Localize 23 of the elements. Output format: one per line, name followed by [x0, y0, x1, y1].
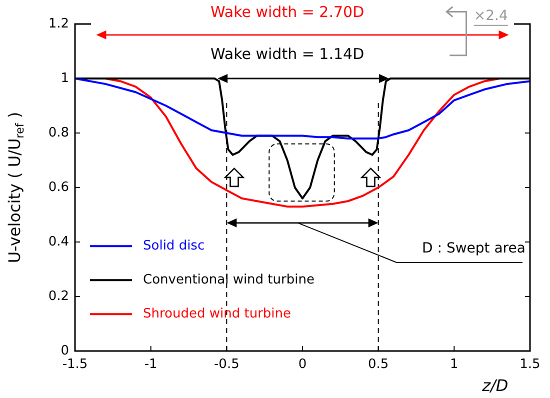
- legend-label: Shrouded wind turbine: [143, 306, 292, 322]
- x-tick-label: 1.5: [520, 357, 540, 372]
- x-tick-label: -0.5: [214, 357, 240, 372]
- x-tick-label: -1: [144, 357, 158, 372]
- x-tick-label: 0: [298, 357, 307, 372]
- y-axis-title: U-velocity ( U/Uref ): [5, 112, 27, 264]
- annotation: Wake width = 1.14D: [210, 45, 364, 64]
- y-tick-label: 0.8: [48, 125, 69, 140]
- annotation: ×2.4: [474, 8, 508, 24]
- annotation: D : Swept area: [422, 240, 526, 256]
- x-tick-label: 0.5: [368, 357, 389, 372]
- y-tick-label: 1: [60, 70, 69, 86]
- y-tick-label: 0: [60, 343, 69, 358]
- y-tick-label: 1.2: [48, 16, 69, 32]
- y-tick-label: 0.6: [48, 180, 69, 195]
- x-tick-label: -1.5: [62, 357, 88, 372]
- y-tick-label: 0.4: [48, 234, 69, 250]
- legend-label: Conventional wind turbine: [143, 272, 314, 288]
- y-tick-label: 0.2: [48, 288, 69, 304]
- text: Wake width = 2.70D: [210, 2, 364, 21]
- legend-label: Solid disc: [143, 238, 205, 254]
- x-axis-title: z/D: [481, 376, 508, 396]
- x-tick-label: 1: [450, 357, 458, 372]
